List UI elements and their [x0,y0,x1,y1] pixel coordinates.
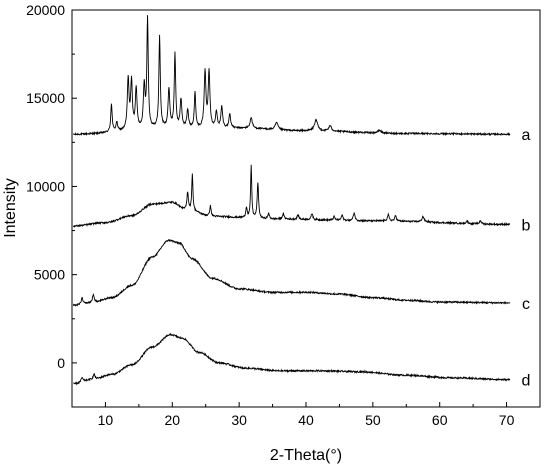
y-tick-label-5000: 5000 [34,267,65,283]
series-label-c: c [522,296,530,313]
series-label-b: b [522,217,531,234]
x-tick-label-70: 70 [499,412,515,428]
series-line-b [72,164,511,228]
x-tick-label-60: 60 [432,412,448,428]
y-axis-title: Intensity [2,178,19,238]
series-label-d: d [522,373,531,390]
x-tick-label-30: 30 [231,412,247,428]
series-group: a b c d [72,15,531,390]
plot-frame [71,9,541,408]
series-line-a [72,15,511,137]
series-line-c [72,238,511,307]
x-tick-label-10: 10 [98,412,114,428]
y-tick-label-20000: 20000 [26,2,65,18]
x-tick-label-50: 50 [365,412,381,428]
ticks-group: 10 20 30 40 50 60 70 0 5000 10000 15000 20000 [26,2,515,428]
x-axis-title: 2-Theta(°) [270,447,342,464]
y-tick-label-10000: 10000 [26,178,65,194]
y-tick-label-0: 0 [57,355,65,371]
series-line-d [73,333,511,386]
y-tick-label-15000: 15000 [26,90,65,106]
x-tick-label-20: 20 [164,412,180,428]
series-label-a: a [522,127,531,144]
x-tick-label-40: 40 [298,412,314,428]
